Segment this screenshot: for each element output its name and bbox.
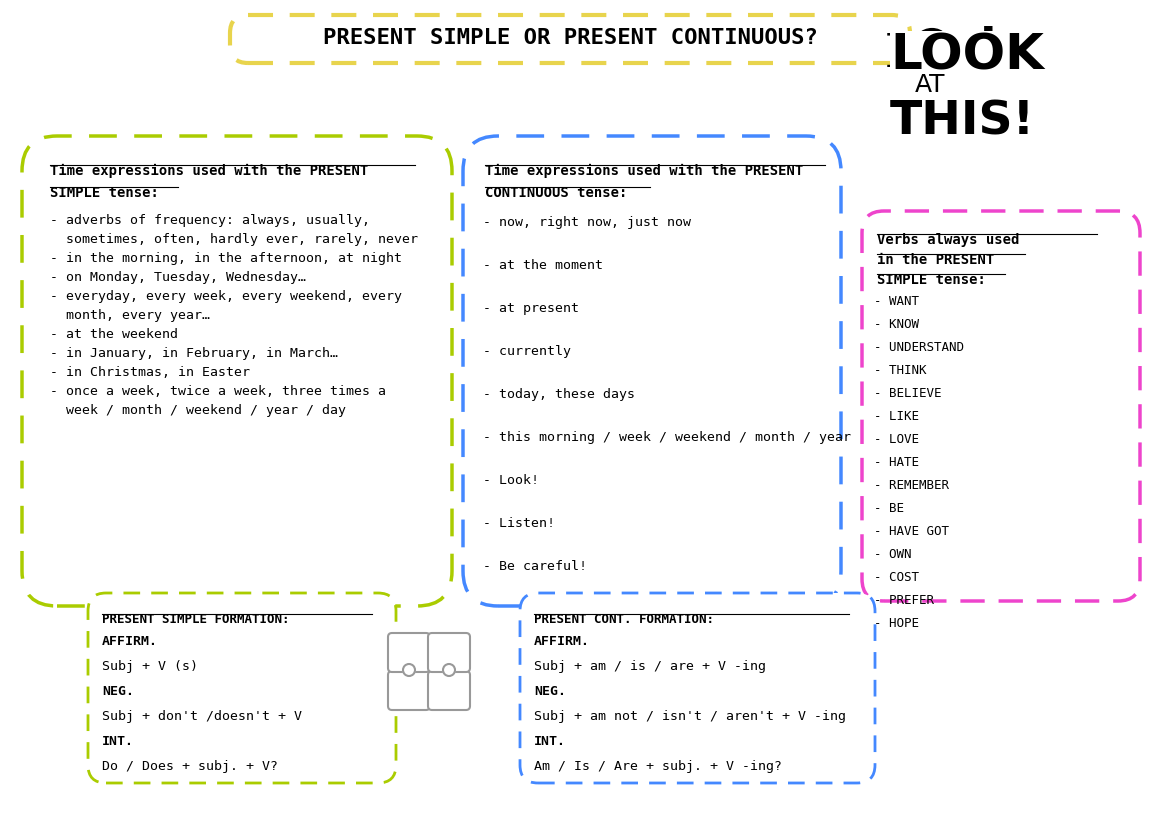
Text: Verbs always used: Verbs always used <box>877 233 1019 247</box>
Circle shape <box>443 664 455 676</box>
Text: - once a week, twice a week, three times a: - once a week, twice a week, three times… <box>50 385 386 398</box>
FancyBboxPatch shape <box>388 633 430 672</box>
Text: - Look!: - Look! <box>483 474 539 487</box>
Text: - PREFER: - PREFER <box>874 594 934 607</box>
Text: in the PRESENT: in the PRESENT <box>877 253 995 267</box>
Text: Am / Is / Are + subj. + V -ing?: Am / Is / Are + subj. + V -ing? <box>534 760 782 773</box>
FancyBboxPatch shape <box>388 671 430 710</box>
Text: - this morning / week / weekend / month / year: - this morning / week / weekend / month … <box>483 431 851 444</box>
Text: CONTINUOUS tense:: CONTINUOUS tense: <box>485 186 628 200</box>
Text: AT: AT <box>915 73 946 97</box>
Text: LOOK: LOOK <box>890 31 1044 79</box>
Text: - currently: - currently <box>483 345 570 358</box>
Text: - WANT: - WANT <box>874 295 919 308</box>
Text: Time expressions used with the PRESENT: Time expressions used with the PRESENT <box>50 164 368 178</box>
Text: - COST: - COST <box>874 571 919 584</box>
FancyBboxPatch shape <box>22 136 452 606</box>
Text: NEG.: NEG. <box>102 685 134 698</box>
Text: - HAVE GOT: - HAVE GOT <box>874 525 949 538</box>
Text: - at the moment: - at the moment <box>483 259 603 272</box>
FancyBboxPatch shape <box>88 593 396 783</box>
Text: - Be careful!: - Be careful! <box>483 560 587 573</box>
Text: - in January, in February, in March…: - in January, in February, in March… <box>50 347 338 360</box>
Text: - LOVE: - LOVE <box>874 433 919 446</box>
Text: - REMEMBER: - REMEMBER <box>874 479 949 492</box>
Text: PRESENT SIMPLE FORMATION:: PRESENT SIMPLE FORMATION: <box>102 613 290 626</box>
Text: - UNDERSTAND: - UNDERSTAND <box>874 341 964 354</box>
Text: - in the morning, in the afternoon, at night: - in the morning, in the afternoon, at n… <box>50 252 402 265</box>
Text: - today, these days: - today, these days <box>483 388 635 401</box>
Text: THIS!: THIS! <box>890 99 1035 144</box>
Text: - on Monday, Tuesday, Wednesday…: - on Monday, Tuesday, Wednesday… <box>50 271 306 284</box>
Text: - now, right now, just now: - now, right now, just now <box>483 216 691 229</box>
FancyBboxPatch shape <box>463 136 841 606</box>
Text: Time expressions used with the PRESENT: Time expressions used with the PRESENT <box>485 164 803 178</box>
Text: INT.: INT. <box>534 735 566 748</box>
Text: PRESENT SIMPLE OR PRESENT CONTINUOUS?: PRESENT SIMPLE OR PRESENT CONTINUOUS? <box>323 28 817 48</box>
Text: AFFIRM.: AFFIRM. <box>102 635 158 648</box>
Text: - adverbs of frequency: always, usually,: - adverbs of frequency: always, usually, <box>50 214 371 227</box>
Text: - OWN: - OWN <box>874 548 912 561</box>
FancyBboxPatch shape <box>428 633 470 672</box>
Text: L: L <box>980 25 1009 67</box>
Text: - in Christmas, in Easter: - in Christmas, in Easter <box>50 366 250 379</box>
FancyBboxPatch shape <box>428 671 470 710</box>
Text: K: K <box>952 31 994 77</box>
Text: - at the weekend: - at the weekend <box>50 328 178 341</box>
Text: - HATE: - HATE <box>874 456 919 469</box>
Text: L: L <box>885 31 919 77</box>
Text: - KNOW: - KNOW <box>874 318 919 331</box>
Circle shape <box>929 40 941 52</box>
Text: - LIKE: - LIKE <box>874 410 919 423</box>
Text: INT.: INT. <box>102 735 134 748</box>
Text: - everyday, every week, every weekend, every: - everyday, every week, every weekend, e… <box>50 290 402 303</box>
Text: Subj + am / is / are + V -ing: Subj + am / is / are + V -ing <box>534 660 766 673</box>
Text: NEG.: NEG. <box>534 685 566 698</box>
Text: month, every year…: month, every year… <box>50 309 210 322</box>
Text: sometimes, often, hardly ever, rarely, never: sometimes, often, hardly ever, rarely, n… <box>50 233 419 246</box>
Text: Subj + am not / isn't / aren't + V -ing: Subj + am not / isn't / aren't + V -ing <box>534 710 846 723</box>
Text: SIMPLE tense:: SIMPLE tense: <box>877 273 985 287</box>
Text: week / month / weekend / year / day: week / month / weekend / year / day <box>50 404 346 417</box>
Text: Do / Does + subj. + V?: Do / Does + subj. + V? <box>102 760 278 773</box>
Text: - BE: - BE <box>874 502 904 515</box>
Circle shape <box>403 664 415 676</box>
Text: Subj + V (s): Subj + V (s) <box>102 660 198 673</box>
FancyBboxPatch shape <box>862 211 1140 601</box>
FancyBboxPatch shape <box>520 593 876 783</box>
Text: - Listen!: - Listen! <box>483 517 555 530</box>
Text: Subj + don't /doesn't + V: Subj + don't /doesn't + V <box>102 710 302 723</box>
Text: - at present: - at present <box>483 302 579 315</box>
FancyBboxPatch shape <box>230 15 909 63</box>
Text: AFFIRM.: AFFIRM. <box>534 635 590 648</box>
Text: - BELIEVE: - BELIEVE <box>874 387 941 400</box>
Text: SIMPLE tense:: SIMPLE tense: <box>50 186 159 200</box>
Text: - THINK: - THINK <box>874 364 927 377</box>
Text: PRESENT CONT. FORMATION:: PRESENT CONT. FORMATION: <box>534 613 714 626</box>
Text: - HOPE: - HOPE <box>874 617 919 630</box>
